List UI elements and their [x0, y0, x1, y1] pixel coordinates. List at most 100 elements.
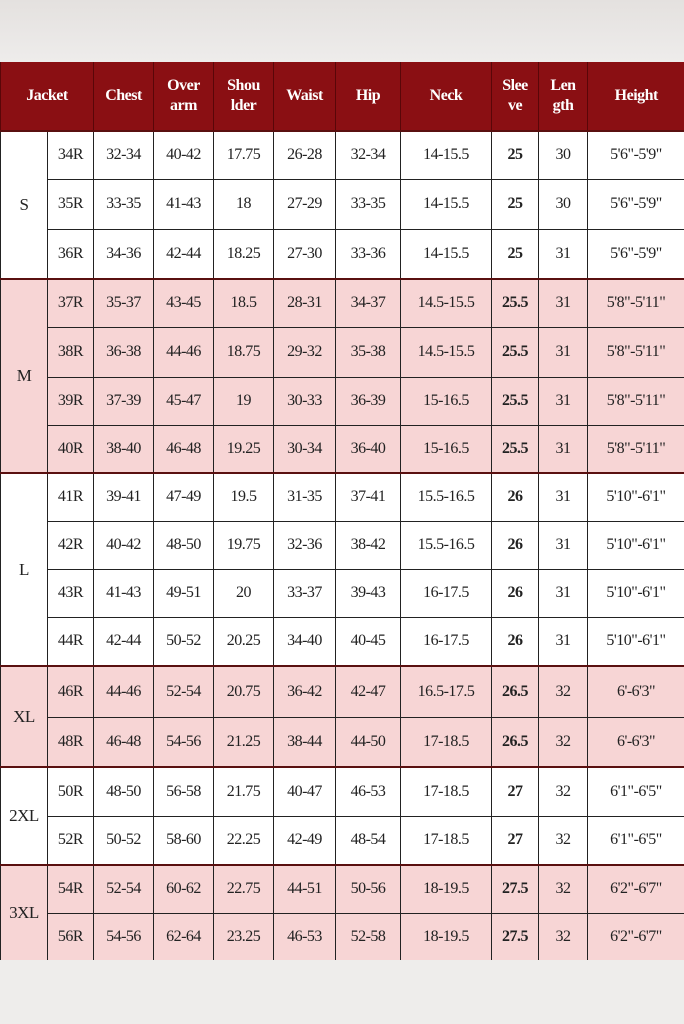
table-cell: 26-28	[273, 130, 336, 180]
table-cell: 46-53	[273, 912, 336, 962]
table-cell: 36-42	[273, 665, 336, 718]
table-cell: 15-16.5	[400, 424, 492, 474]
table-cell: 48-50	[93, 766, 154, 817]
table-cell: 38R	[47, 326, 94, 378]
column-header-text: arm	[170, 97, 197, 114]
size-group-label: M	[0, 278, 48, 474]
table-row: 44R 42-44 50-52 20.25 34-40 40-45 16-17.5 26 31 5…	[1, 616, 684, 667]
table-row: L 41R 39-41 47-49 19.5 31-35 37-41 15.5-16.5 26 3…	[0, 472, 684, 667]
table-cell: 6'-6'3"	[587, 665, 684, 718]
table-cell: 31	[538, 376, 588, 426]
table-cell: 17-18.5	[400, 766, 492, 817]
table-cell: 16-17.5	[400, 616, 492, 667]
table-cell: 40R	[47, 424, 94, 474]
table-cell: 18-19.5	[400, 864, 492, 914]
table-cell: 27-29	[273, 178, 336, 230]
table-cell: 31	[538, 326, 588, 378]
table-cell: 62-64	[153, 912, 214, 962]
table-row: 36R 34-36 42-44 18.25 27-30 33-36 14-15.5 25 31 5…	[1, 228, 684, 280]
size-group-label: S	[0, 130, 48, 280]
table-cell: 31	[538, 278, 588, 328]
table-cell: 31	[538, 424, 588, 474]
table-cell: 19.75	[213, 520, 274, 570]
table-cell: 6'2"-6'7"	[587, 912, 684, 962]
table-cell: 36-40	[335, 424, 401, 474]
table-cell: 52-54	[153, 665, 214, 718]
table-cell: 5'8"-5'11"	[587, 278, 684, 328]
table-cell: 54R	[47, 864, 94, 914]
table-cell: 52-54	[93, 864, 154, 914]
table-cell: 22.75	[213, 864, 274, 914]
table-cell: 50-52	[153, 616, 214, 667]
table-cell: 48-50	[153, 520, 214, 570]
table-cell: 35-37	[93, 278, 154, 328]
table-cell: 25.5	[491, 278, 539, 328]
column-header: Neck	[400, 62, 492, 131]
table-cell: 44-51	[273, 864, 336, 914]
table-cell: 26	[491, 616, 539, 667]
table-row: 39R 37-39 45-47 19 30-33 36-39 15-16.5 25.5 31 5'…	[1, 376, 684, 426]
table-cell: 16.5-17.5	[400, 665, 492, 718]
column-header: Len gth	[538, 62, 588, 131]
background-photo-top	[0, 0, 684, 62]
column-header-text: gth	[552, 97, 574, 114]
table-cell: 41-43	[93, 568, 154, 618]
table-cell: 30	[538, 178, 588, 230]
table-cell: 39R	[47, 376, 94, 426]
table-cell: 32	[538, 864, 588, 914]
table-cell: 44-46	[93, 665, 154, 718]
table-cell: 31	[538, 520, 588, 570]
table-row: 2XL 50R 48-50 56-58 21.75 40-47 46-53 17-18.5 27…	[0, 766, 684, 866]
table-cell: 38-42	[335, 520, 401, 570]
table-row: 40R 38-40 46-48 19.25 30-34 36-40 15-16.5 25.5 3…	[1, 424, 684, 474]
table-cell: 39-43	[335, 568, 401, 618]
table-cell: 39-41	[93, 472, 154, 522]
table-cell: 22.25	[213, 815, 274, 866]
table-cell: 5'10"-6'1"	[587, 568, 684, 618]
table-cell: 25	[491, 228, 539, 280]
table-cell: 5'10"-6'1"	[587, 616, 684, 667]
table-cell: 5'6"-5'9"	[587, 228, 684, 280]
column-header: Slee ve	[491, 62, 539, 131]
table-cell: 36R	[47, 228, 94, 280]
table-cell: 18.75	[213, 326, 274, 378]
table-cell: 6'1"-6'5"	[587, 815, 684, 866]
table-cell: 30-33	[273, 376, 336, 426]
table-cell: 50-52	[93, 815, 154, 866]
table-row: 56R 54-56 62-64 23.25 46-53 52-58 18-19.5 27.5 3…	[1, 912, 684, 962]
table-cell: 27	[491, 815, 539, 866]
table-cell: 46-48	[153, 424, 214, 474]
size-group-label: L	[0, 472, 48, 667]
table-cell: 37R	[47, 278, 94, 328]
table-cell: 14-15.5	[400, 228, 492, 280]
header-row: Jacket Chest Over arm Shou lder Waist Hip Neck Sl…	[0, 62, 684, 131]
column-header: Jacket	[0, 62, 94, 131]
table-cell: 28-31	[273, 278, 336, 328]
column-header-text: ve	[507, 97, 523, 114]
table-cell: 16-17.5	[400, 568, 492, 618]
table-row: 43R 41-43 49-51 20 33-37 39-43 16-17.5 26 31 5'10…	[1, 568, 684, 618]
table-cell: 15.5-16.5	[400, 472, 492, 522]
column-header-text: Shou	[227, 77, 260, 94]
table-cell: 32	[538, 716, 588, 768]
table-cell: 41R	[47, 472, 94, 522]
table-cell: 21.25	[213, 716, 274, 768]
table-cell: 18.5	[213, 278, 274, 328]
size-group-label: XL	[0, 665, 48, 768]
table-cell: 56R	[47, 912, 94, 962]
table-cell: 6'2"-6'7"	[587, 864, 684, 914]
table-cell: 33-36	[335, 228, 401, 280]
table-cell: 18-19.5	[400, 912, 492, 962]
table-cell: 45-47	[153, 376, 214, 426]
table-cell: 54-56	[153, 716, 214, 768]
table-cell: 5'8"-5'11"	[587, 424, 684, 474]
table-cell: 29-32	[273, 326, 336, 378]
table-cell: 21.75	[213, 766, 274, 817]
table-cell: 5'10"-6'1"	[587, 472, 684, 522]
table-cell: 35-38	[335, 326, 401, 378]
table-row: 3XL 54R 52-54 60-62 22.75 44-51 50-56 18-19.5 27…	[0, 864, 684, 962]
table-cell: 44R	[47, 616, 94, 667]
column-header: Chest	[93, 62, 154, 131]
column-header: Height	[587, 62, 684, 131]
table-cell: 6'-6'3"	[587, 716, 684, 768]
